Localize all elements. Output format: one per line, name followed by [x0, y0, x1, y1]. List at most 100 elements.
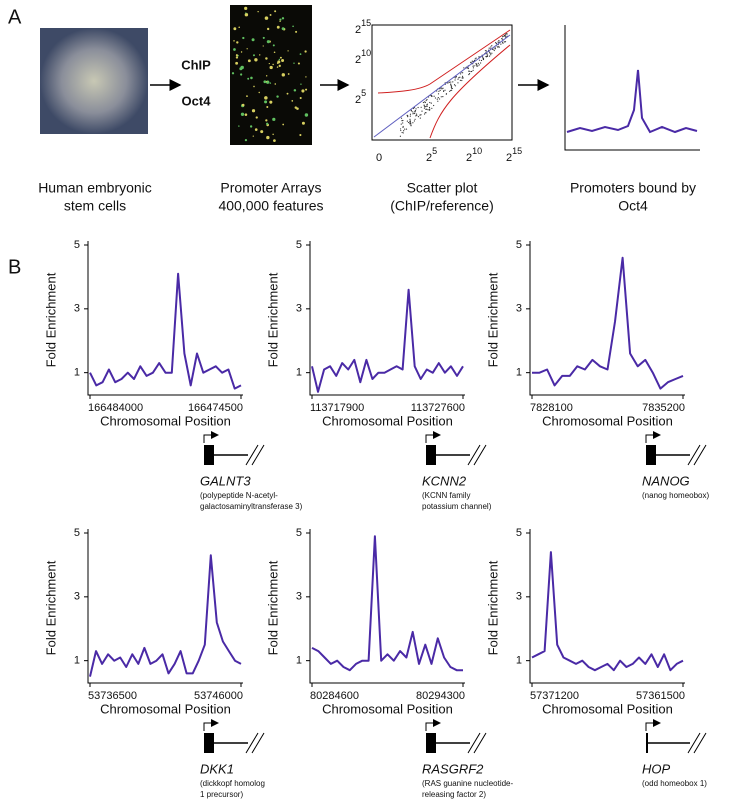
- scatter-dot: [457, 78, 459, 80]
- scatter-dot: [429, 101, 431, 104]
- array-dot: [245, 12, 247, 14]
- scatter-dot: [413, 120, 416, 122]
- scatter-dot: [402, 126, 404, 128]
- array-dot: [264, 16, 269, 20]
- array-dot: [244, 138, 248, 142]
- scatter-dot: [412, 113, 414, 115]
- array-dot: [251, 38, 255, 42]
- scatter-tick-label: 215: [355, 18, 371, 36]
- array-dot: [233, 27, 237, 31]
- array-dot: [272, 44, 275, 47]
- scatter-dot: [494, 47, 496, 49]
- scatter-dot: [419, 114, 421, 116]
- scatter-dot: [504, 41, 507, 43]
- array-dot: [233, 40, 235, 42]
- array-dot: [305, 76, 307, 78]
- scatter-dot: [402, 119, 404, 122]
- scatter-dot: [506, 32, 508, 35]
- array-dot: [264, 96, 268, 100]
- y-tick-label: 5: [516, 527, 522, 539]
- array-dot: [252, 135, 254, 137]
- x-tick-label: 57371200: [530, 690, 579, 702]
- scatter-dot: [423, 104, 425, 106]
- y-tick-label: 5: [296, 527, 302, 539]
- array-dot: [272, 63, 274, 66]
- scatter-dot: [495, 42, 497, 44]
- scatter-dot: [421, 110, 423, 112]
- scatter-dot: [409, 115, 411, 117]
- scatter-dot: [423, 113, 426, 115]
- scatter-dot: [431, 107, 433, 109]
- x-tick-label: 113717900: [310, 402, 364, 414]
- array-dot: [258, 91, 260, 94]
- y-tick-label: 3: [516, 591, 522, 603]
- axis: [309, 241, 465, 396]
- array-dot: [240, 51, 243, 53]
- array-dot: [273, 139, 276, 143]
- scatter-dot: [402, 125, 404, 128]
- array-dot: [281, 58, 285, 62]
- array-dot: [276, 25, 280, 29]
- scatter-dot: [439, 89, 441, 91]
- array-dot: [240, 112, 245, 116]
- scatter-points: [399, 32, 508, 137]
- scatter-tick-label: 210: [355, 48, 371, 66]
- scatter-dot: [472, 67, 475, 69]
- scatter-dot: [505, 33, 507, 35]
- scatter-dot: [419, 117, 421, 119]
- scatter-dot: [426, 105, 428, 107]
- array-dot: [266, 27, 270, 31]
- array-dot: [251, 109, 256, 113]
- x-axis-label: Chromosomal Position: [100, 701, 231, 716]
- scatter-dot: [440, 87, 442, 89]
- scatter-dot: [445, 93, 447, 95]
- scatter-dot: [399, 135, 402, 137]
- scatter-dot: [468, 70, 470, 72]
- scatter-dot: [457, 82, 459, 84]
- scatter-dot: [503, 41, 506, 43]
- y-tick-label: 5: [74, 239, 80, 251]
- scatter-dot: [451, 87, 453, 90]
- array-dot: [279, 18, 282, 21]
- y-tick-label: 3: [296, 303, 302, 315]
- x-tick-label: 80284600: [310, 690, 359, 702]
- scatter-dot: [406, 120, 408, 122]
- arrow-label: Oct4: [182, 93, 212, 108]
- y-axis-label: Fold Enrichment: [265, 272, 280, 367]
- scatter-dot: [489, 52, 491, 54]
- y-tick-label: 5: [74, 527, 80, 539]
- scatter-dot: [428, 109, 431, 111]
- array-dot: [300, 83, 302, 85]
- array-dot: [255, 116, 258, 119]
- array-dot: [286, 92, 289, 95]
- x-tick-label: 166474500: [188, 402, 243, 414]
- array-dot: [292, 25, 294, 28]
- scatter-dot: [425, 105, 427, 108]
- x-tick-label: 7828100: [530, 402, 573, 414]
- scatter-dot: [501, 38, 504, 40]
- gene-description: (polypeptide N-acetyl-: [200, 491, 278, 500]
- scatter-dot: [452, 81, 454, 83]
- scatter-dot: [491, 52, 493, 54]
- array-dot: [277, 60, 281, 64]
- scatter-dot: [459, 76, 461, 78]
- array-dot: [304, 50, 307, 53]
- y-tick-label: 1: [296, 655, 302, 667]
- scatter-dot: [486, 55, 488, 57]
- array-dot: [269, 82, 272, 84]
- x-axis-label: Chromosomal Position: [542, 701, 673, 716]
- scatter-dot: [504, 35, 506, 37]
- scatter-dot: [472, 65, 474, 67]
- x-tick-label: 53746000: [194, 690, 243, 702]
- axis: [87, 241, 243, 396]
- array-dot: [281, 17, 285, 20]
- panel-label: B: [8, 256, 21, 278]
- scatter-dot: [428, 106, 431, 109]
- scatter-dot: [443, 90, 445, 92]
- x-axis-label: Chromosomal Position: [322, 701, 453, 716]
- array-dot: [244, 12, 249, 17]
- array-dot: [304, 113, 309, 117]
- break: [245, 732, 265, 754]
- break: [467, 444, 487, 466]
